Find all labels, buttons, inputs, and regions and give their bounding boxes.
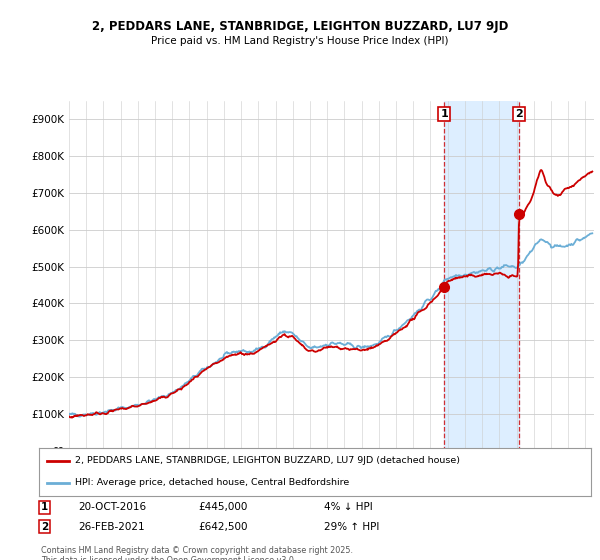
Text: £642,500: £642,500: [198, 522, 248, 532]
Text: HPI: Average price, detached house, Central Bedfordshire: HPI: Average price, detached house, Cent…: [75, 478, 349, 487]
Text: £445,000: £445,000: [198, 502, 247, 512]
Text: 20-OCT-2016: 20-OCT-2016: [78, 502, 146, 512]
Text: 2, PEDDARS LANE, STANBRIDGE, LEIGHTON BUZZARD, LU7 9JD: 2, PEDDARS LANE, STANBRIDGE, LEIGHTON BU…: [92, 20, 508, 32]
Text: 2: 2: [41, 522, 48, 532]
Text: 1: 1: [41, 502, 48, 512]
Text: 2, PEDDARS LANE, STANBRIDGE, LEIGHTON BUZZARD, LU7 9JD (detached house): 2, PEDDARS LANE, STANBRIDGE, LEIGHTON BU…: [75, 456, 460, 465]
Bar: [444, 101, 519, 451]
Text: Price paid vs. HM Land Registry's House Price Index (HPI): Price paid vs. HM Land Registry's House …: [151, 36, 449, 46]
Text: 29% ↑ HPI: 29% ↑ HPI: [324, 522, 379, 532]
Text: 4% ↓ HPI: 4% ↓ HPI: [324, 502, 373, 512]
Text: Contains HM Land Registry data © Crown copyright and database right 2025.
This d: Contains HM Land Registry data © Crown c…: [41, 546, 353, 560]
Text: 26-FEB-2021: 26-FEB-2021: [78, 522, 145, 532]
Text: 1: 1: [440, 109, 448, 119]
Text: 2: 2: [515, 109, 523, 119]
